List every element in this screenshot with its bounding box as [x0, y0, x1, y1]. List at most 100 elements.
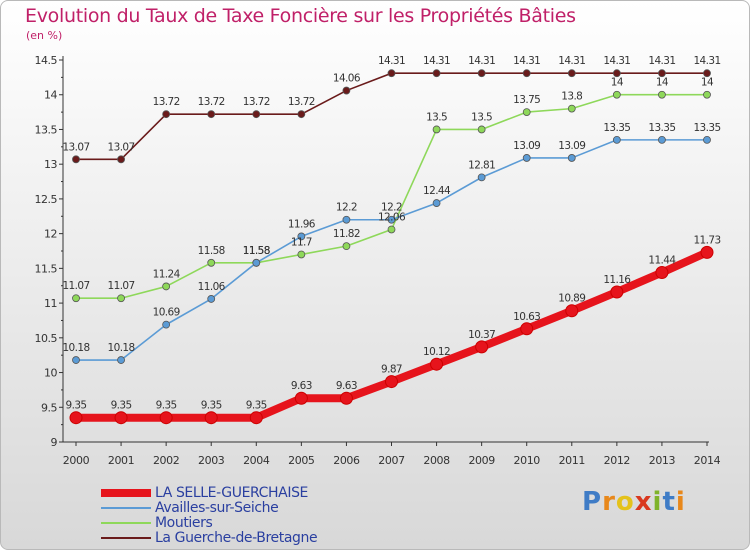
data-label: 9.63	[291, 380, 312, 392]
legend-item-availles: Availles-sur-Seiche	[101, 500, 317, 516]
data-point	[522, 69, 531, 78]
data-label: 9.35	[246, 400, 267, 412]
data-label: 14.31	[468, 55, 495, 67]
data-point	[477, 125, 486, 134]
data-point	[610, 285, 624, 299]
data-point	[387, 215, 396, 224]
data-point	[342, 215, 351, 224]
data-label: 13.72	[198, 96, 225, 108]
data-label: 13.75	[513, 94, 540, 106]
data-label: 13.8	[561, 91, 582, 103]
data-point	[522, 154, 531, 162]
legend-swatch	[101, 488, 151, 497]
data-point	[69, 411, 83, 425]
data-label: 11.24	[153, 268, 181, 280]
y-tick-label: 11	[44, 297, 57, 310]
data-label: 13.35	[603, 122, 630, 134]
data-label: 10.18	[108, 342, 135, 354]
data-point	[162, 320, 171, 329]
data-label: 12.44	[423, 185, 451, 197]
data-label: 13.5	[471, 111, 492, 123]
data-label: 14.31	[513, 55, 540, 67]
unit-label: (en %)	[26, 29, 63, 42]
data-point	[162, 282, 171, 291]
legend: LA SELLE-GUERCHAISE Availles-sur-Seiche …	[101, 484, 318, 546]
x-tick-label: 2003	[198, 454, 225, 467]
data-label: 12.2	[336, 202, 357, 214]
legend-item-moutiers: Moutiers	[101, 515, 317, 531]
data-label: 9.35	[111, 400, 132, 412]
data-point	[72, 294, 80, 303]
data-point	[475, 340, 489, 354]
data-label: 9.35	[201, 400, 222, 412]
x-tick-label: 2005	[288, 454, 315, 467]
data-label: 11.73	[693, 234, 720, 246]
x-tick-label: 2002	[153, 454, 179, 467]
data-point	[655, 266, 669, 280]
x-tick-label: 2001	[108, 454, 134, 467]
legend-label: LA SELLE-GUERCHAISE	[155, 484, 309, 501]
data-label: 13.09	[558, 140, 585, 152]
data-point	[207, 110, 216, 119]
data-label: 14.31	[603, 55, 630, 67]
data-label: 13.72	[243, 96, 270, 108]
data-point	[342, 242, 351, 251]
data-label: 13.35	[648, 122, 675, 134]
data-point	[342, 86, 351, 95]
data-label: 14.31	[648, 55, 675, 67]
data-point	[567, 69, 576, 78]
data-label: 14.31	[423, 55, 450, 67]
y-tick-label: 13	[44, 158, 57, 171]
data-point	[612, 90, 621, 99]
data-label: 11.44	[648, 255, 676, 267]
data-label: 12.06	[378, 211, 406, 223]
data-label: 13.07	[62, 141, 89, 153]
y-tick-label: 9.5	[41, 401, 57, 414]
y-tick-label: 13.5	[35, 123, 58, 136]
y-tick-label: 11.5	[35, 262, 58, 275]
data-label: 14	[701, 77, 714, 89]
data-point	[430, 357, 444, 371]
data-point	[297, 110, 306, 119]
x-tick-label: 2014	[694, 454, 721, 467]
data-label: 9.35	[156, 400, 177, 412]
data-label: 14.31	[378, 55, 405, 67]
data-label: 10.12	[423, 346, 450, 358]
data-point	[703, 90, 711, 99]
data-label: 14.31	[693, 55, 720, 67]
data-point	[477, 173, 486, 182]
data-point	[252, 258, 261, 267]
data-point	[117, 356, 125, 364]
x-tick-label: 2009	[468, 454, 495, 467]
data-point	[700, 245, 714, 259]
x-tick-label: 2010	[514, 454, 541, 467]
data-point	[612, 135, 621, 144]
x-tick-label: 2000	[63, 454, 90, 467]
series-line-1	[76, 139, 707, 361]
data-point	[520, 322, 534, 336]
data-point	[658, 90, 666, 99]
data-point	[477, 69, 486, 78]
data-label: 11.58	[243, 245, 270, 257]
data-label: 14.31	[558, 55, 585, 67]
data-point	[207, 295, 216, 303]
data-point	[297, 232, 306, 241]
y-tick-label: 14.5	[35, 54, 58, 67]
legend-item-la-guerche: La Guerche-de-Bretagne	[101, 530, 318, 546]
data-label: 13.35	[693, 122, 720, 134]
data-label: 10.18	[62, 342, 89, 354]
x-tick-label: 2011	[559, 454, 585, 467]
data-point	[72, 356, 80, 364]
data-point	[72, 155, 80, 164]
legend-swatch	[101, 506, 151, 509]
chart-title: Evolution du Taux de Taxe Foncière sur l…	[25, 5, 576, 27]
data-label: 11.96	[288, 218, 316, 230]
data-label: 14.06	[333, 73, 361, 85]
data-label: 13.09	[513, 140, 540, 152]
data-point	[117, 294, 125, 303]
data-point	[159, 411, 173, 425]
data-point	[658, 135, 666, 144]
data-label: 10.37	[468, 329, 495, 341]
